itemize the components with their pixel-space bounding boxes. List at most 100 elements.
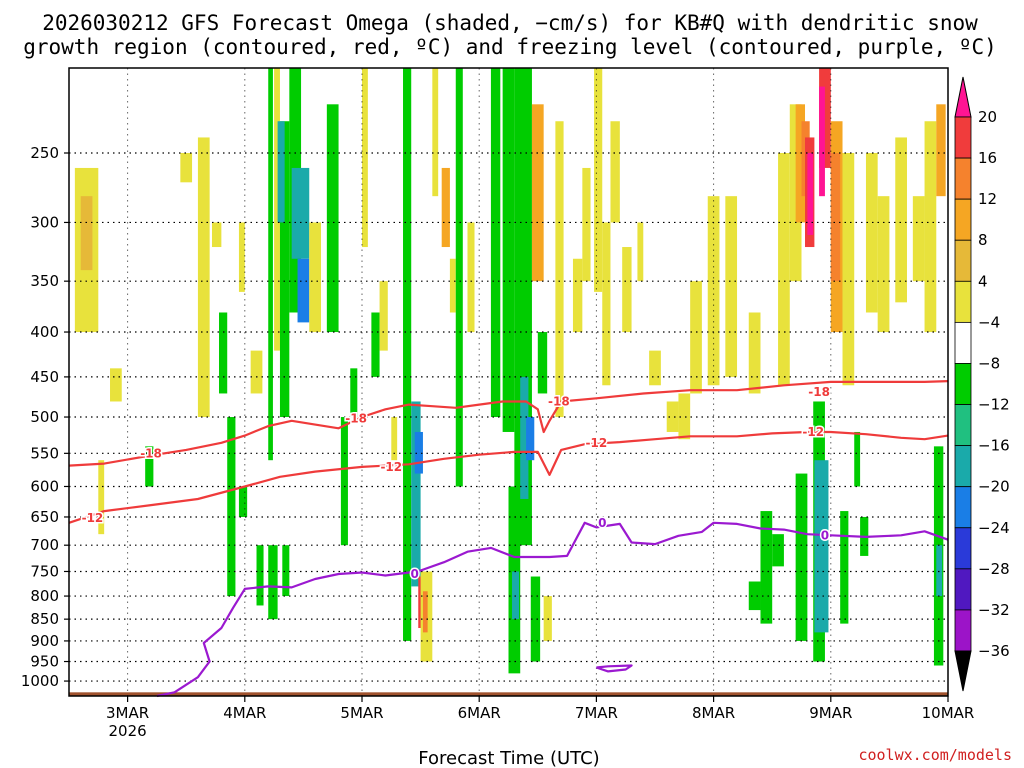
omega-cell bbox=[778, 152, 790, 386]
colorbar: 20 16 12 8 4 −4 −8 −12 −16 −20 −24 −28 −32 −36 bbox=[954, 76, 1010, 692]
pressure-tick-label: 750 bbox=[30, 562, 59, 580]
pressure-tick-label: 250 bbox=[30, 144, 59, 162]
colorbar-bin bbox=[954, 445, 972, 488]
omega-cell bbox=[432, 68, 439, 197]
omega-cell bbox=[455, 68, 463, 487]
pressure-tick-label: 450 bbox=[30, 368, 59, 386]
omega-cell bbox=[666, 401, 679, 432]
plot-frame bbox=[68, 67, 949, 697]
colorbar-bin bbox=[954, 363, 972, 405]
omega-cell bbox=[520, 376, 529, 499]
colorbar-tick-label: 4 bbox=[978, 272, 988, 290]
omega-cell bbox=[772, 534, 784, 567]
colorbar-bin bbox=[954, 568, 972, 611]
omega-cell bbox=[250, 350, 263, 394]
time-tick-label: 3MAR bbox=[106, 704, 149, 722]
time-tick-label: 4MAR bbox=[223, 704, 266, 722]
omega-cell bbox=[530, 576, 541, 662]
omega-cell bbox=[441, 167, 450, 248]
pressure-tick-label: 800 bbox=[30, 587, 59, 605]
omega-cell bbox=[854, 431, 861, 487]
time-tick-label: 5MAR bbox=[340, 704, 383, 722]
pressure-tick-label: 400 bbox=[30, 323, 59, 341]
colorbar-tick-label: −16 bbox=[978, 437, 1010, 455]
omega-cell bbox=[819, 86, 825, 197]
omega-cell bbox=[543, 596, 552, 641]
omega-cell bbox=[725, 196, 738, 377]
pressure-tick-label: 500 bbox=[30, 408, 59, 426]
colorbar-bin bbox=[954, 609, 972, 652]
colorbar-bin bbox=[954, 321, 972, 364]
omega-cell bbox=[502, 68, 515, 432]
pressure-axis: 250 300 350 400 450 500 550 600 650 700 750 800 850 9… bbox=[21, 144, 69, 690]
omega-cell bbox=[678, 393, 691, 440]
pressure-tick-label: 550 bbox=[30, 444, 59, 462]
omega-cell bbox=[197, 137, 210, 418]
omega-cell bbox=[391, 417, 398, 461]
ground-surface bbox=[69, 692, 948, 696]
time-tick-label: 6MAR bbox=[458, 704, 501, 722]
omega-cell bbox=[350, 368, 358, 418]
omega-cell bbox=[649, 350, 661, 386]
contour-label: -12 bbox=[380, 460, 402, 474]
omega-cell bbox=[256, 545, 264, 606]
ground-fill bbox=[69, 692, 948, 696]
omega-cell bbox=[572, 258, 583, 333]
contour-label: 0 bbox=[821, 528, 829, 542]
omega-cell bbox=[274, 68, 280, 351]
pressure-tick-label: 350 bbox=[30, 272, 59, 290]
colorbar-bottom-arrow bbox=[954, 650, 972, 692]
chart-title-line-1: 2026030212 GFS Forecast Omega (shaded, −… bbox=[42, 11, 978, 35]
chart-title-line-2: growth region (contoured, red, ºC) and f… bbox=[23, 35, 997, 59]
omega-cell bbox=[211, 222, 222, 248]
year-label: 2026 bbox=[109, 722, 147, 740]
contour--12-line bbox=[68, 430, 949, 524]
colorbar-tick-label: −8 bbox=[978, 354, 1000, 372]
omega-cell bbox=[602, 222, 611, 386]
omega-cell bbox=[467, 222, 475, 333]
omega-cell bbox=[414, 431, 423, 474]
credit-text: coolwx.com/models bbox=[858, 746, 1012, 764]
contour-label: 0 bbox=[411, 567, 419, 581]
colorbar-tick-label: −32 bbox=[978, 601, 1010, 619]
omega-cell bbox=[449, 258, 456, 313]
contour-0-line bbox=[596, 664, 633, 673]
contour--18-line bbox=[68, 380, 949, 467]
omega-cell bbox=[877, 196, 890, 333]
omega-cell bbox=[422, 591, 428, 633]
omega-cell bbox=[291, 167, 310, 259]
omega-cell bbox=[403, 68, 412, 641]
omega-cell bbox=[277, 121, 285, 223]
omega-cell bbox=[238, 222, 245, 292]
colorbar-bin bbox=[954, 116, 972, 159]
omega-cell bbox=[180, 152, 193, 183]
omega-cell bbox=[371, 312, 380, 377]
colorbar-tick-label: 8 bbox=[978, 231, 988, 249]
contour-label: -12 bbox=[586, 436, 608, 450]
contour-label: -12 bbox=[802, 425, 824, 439]
omega-cell bbox=[936, 104, 946, 197]
omega-cell bbox=[268, 545, 278, 620]
time-tick-label: 9MAR bbox=[809, 704, 852, 722]
omega-cell bbox=[795, 473, 808, 641]
omega-cell bbox=[219, 312, 228, 394]
omega-cell bbox=[98, 460, 105, 535]
pressure-tick-label: 1000 bbox=[21, 672, 59, 690]
omega-cell bbox=[238, 486, 248, 517]
omega-cell bbox=[512, 571, 520, 620]
colorbar-bin bbox=[954, 280, 972, 323]
omega-cell bbox=[340, 417, 348, 546]
omega-cell bbox=[690, 281, 702, 394]
contour-label: -18 bbox=[808, 385, 830, 399]
omega-cell bbox=[865, 152, 878, 313]
omega-cell bbox=[411, 401, 421, 587]
contour-label: -18 bbox=[548, 394, 570, 408]
omega-cell bbox=[555, 121, 564, 418]
colorbar-tick-label: −4 bbox=[978, 313, 1000, 331]
pressure-tick-label: 950 bbox=[30, 653, 59, 671]
omega-cell bbox=[637, 222, 644, 282]
omega-cell bbox=[895, 137, 907, 303]
omega-cell bbox=[537, 332, 548, 394]
omega-shading bbox=[74, 68, 946, 674]
